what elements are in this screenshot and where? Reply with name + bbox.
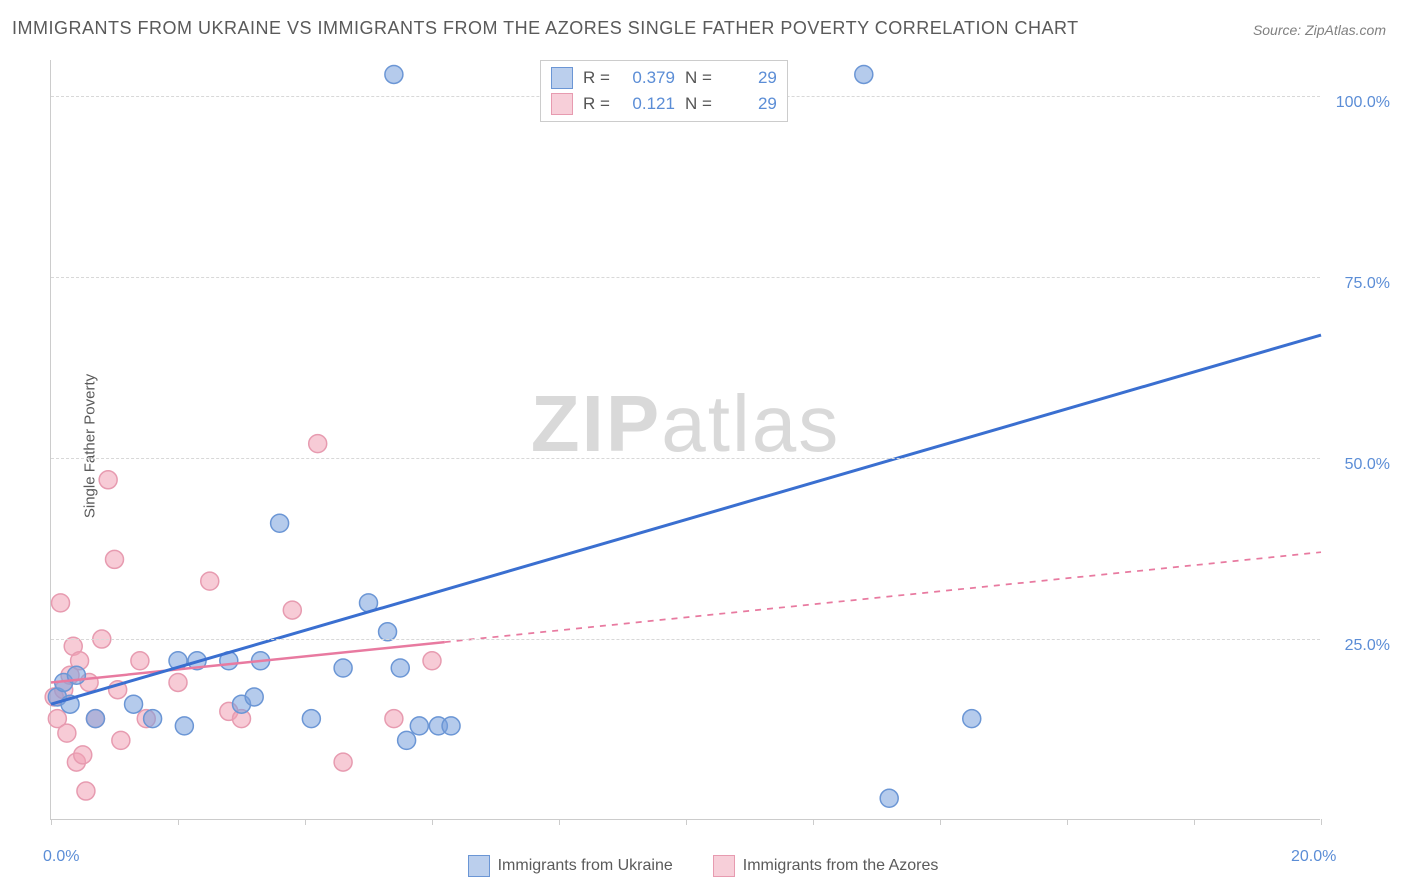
plot-area: ZIPatlas 25.0%50.0%75.0%100.0%0.0%20.0% (50, 60, 1320, 820)
gridline-horizontal (51, 277, 1320, 278)
x-tick (813, 819, 814, 825)
legend-stats: R = 0.379 N = 29 R = 0.121 N = 29 (540, 60, 788, 122)
x-tick (305, 819, 306, 825)
legend-series: Immigrants from Ukraine Immigrants from … (0, 855, 1406, 877)
x-tick (686, 819, 687, 825)
x-tick (1194, 819, 1195, 825)
legend-R-label: R = (583, 68, 610, 88)
point-ukraine (175, 717, 193, 735)
point-azores (106, 550, 124, 568)
point-azores (334, 753, 352, 771)
point-azores (283, 601, 301, 619)
point-ukraine (398, 731, 416, 749)
x-tick (432, 819, 433, 825)
trendline-azores-dashed (445, 552, 1321, 642)
source-attribution: Source: ZipAtlas.com (1253, 22, 1386, 38)
point-ukraine (855, 65, 873, 83)
swatch-azores-icon (551, 93, 573, 115)
point-ukraine (391, 659, 409, 677)
legend-ukraine-label: Immigrants from Ukraine (498, 857, 673, 875)
legend-item-azores: Immigrants from the Azores (713, 855, 939, 877)
point-azores (201, 572, 219, 590)
swatch-ukraine-icon-2 (468, 855, 490, 877)
y-tick-label: 75.0% (1345, 275, 1390, 293)
point-ukraine (125, 695, 143, 713)
x-tick (178, 819, 179, 825)
gridline-horizontal (51, 639, 1320, 640)
x-tick (1321, 819, 1322, 825)
x-tick (1067, 819, 1068, 825)
legend-item-ukraine: Immigrants from Ukraine (468, 855, 673, 877)
y-tick-label: 100.0% (1336, 94, 1390, 112)
point-azores (309, 435, 327, 453)
point-azores (74, 746, 92, 764)
point-azores (169, 673, 187, 691)
x-tick (559, 819, 560, 825)
point-azores (99, 471, 117, 489)
point-ukraine (144, 710, 162, 728)
chart-title: IMMIGRANTS FROM UKRAINE VS IMMIGRANTS FR… (12, 18, 1079, 39)
legend-R-label-2: R = (583, 94, 610, 114)
point-azores (385, 710, 403, 728)
legend-ukraine-N: 29 (722, 68, 777, 88)
swatch-azores-icon-2 (713, 855, 735, 877)
point-ukraine (410, 717, 428, 735)
legend-N-label-2: N = (685, 94, 712, 114)
swatch-ukraine-icon (551, 67, 573, 89)
y-tick-label: 25.0% (1345, 637, 1390, 655)
point-azores (52, 594, 70, 612)
legend-N-label: N = (685, 68, 712, 88)
point-azores (77, 782, 95, 800)
point-ukraine (86, 710, 104, 728)
point-ukraine (880, 789, 898, 807)
point-azores (58, 724, 76, 742)
plot-svg (51, 60, 1320, 819)
x-tick (940, 819, 941, 825)
legend-stats-row-azores: R = 0.121 N = 29 (551, 91, 777, 117)
legend-azores-R: 0.121 (620, 94, 675, 114)
y-tick-label: 50.0% (1345, 456, 1390, 474)
point-ukraine (334, 659, 352, 677)
point-azores (423, 652, 441, 670)
legend-stats-row-ukraine: R = 0.379 N = 29 (551, 65, 777, 91)
legend-ukraine-R: 0.379 (620, 68, 675, 88)
legend-azores-label: Immigrants from the Azores (743, 857, 939, 875)
trendline-ukraine (51, 335, 1321, 704)
point-azores (112, 731, 130, 749)
point-ukraine (385, 65, 403, 83)
legend-azores-N: 29 (722, 94, 777, 114)
point-ukraine (442, 717, 460, 735)
point-ukraine (271, 514, 289, 532)
x-tick (51, 819, 52, 825)
point-ukraine (963, 710, 981, 728)
point-ukraine (245, 688, 263, 706)
gridline-horizontal (51, 458, 1320, 459)
chart-container: IMMIGRANTS FROM UKRAINE VS IMMIGRANTS FR… (0, 0, 1406, 892)
point-ukraine (302, 710, 320, 728)
point-azores (131, 652, 149, 670)
